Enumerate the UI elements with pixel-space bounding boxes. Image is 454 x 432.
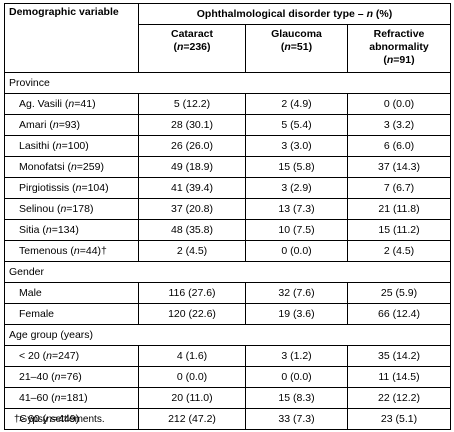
table-body: Province Ag. Vasili (n=41) 5 (12.2) 2 (4.9)… <box>4 72 451 430</box>
table-row: Lasithi (n=100) 26 (26.0) 3 (3.0) 6 (6.0) <box>4 135 451 157</box>
table-row: Female 120 (22.6) 19 (3.6) 66 (12.4) <box>4 303 451 325</box>
row-label: 41–60 (n=181) <box>4 387 139 409</box>
cell-value: 21 (11.8) <box>347 198 451 220</box>
cell-value: 0 (0.0) <box>138 366 246 388</box>
cell-value: 6 (6.0) <box>347 135 451 157</box>
cell-value: 66 (12.4) <box>347 303 451 325</box>
row-label: Selinou (n=178) <box>4 198 139 220</box>
cell-value: 10 (7.5) <box>245 219 348 241</box>
cell-value: 49 (18.9) <box>138 156 246 178</box>
row-label: Monofatsi (n=259) <box>4 156 139 178</box>
cell-value: 15 (5.8) <box>245 156 348 178</box>
section-header-row: Gender <box>4 261 451 283</box>
section-title: Gender <box>4 261 451 283</box>
table-row: Sitia (n=134) 48 (35.8) 10 (7.5) 15 (11.2) <box>4 219 451 241</box>
cell-value: 25 (5.9) <box>347 282 451 304</box>
table-row: Selinou (n=178) 37 (20.8) 13 (7.3) 21 (11.8… <box>4 198 451 220</box>
cell-value: 19 (3.6) <box>245 303 348 325</box>
cell-value: 15 (8.3) <box>245 387 348 409</box>
table-row: Monofatsi (n=259) 49 (18.9) 15 (5.8) 37 (14… <box>4 156 451 178</box>
cell-value: 15 (11.2) <box>347 219 451 241</box>
cell-value: 0 (0.0) <box>245 366 348 388</box>
row-label: 21–40 (n=76) <box>4 366 139 388</box>
cell-value: 0 (0.0) <box>245 240 348 262</box>
cell-value: 2 (4.9) <box>245 93 348 115</box>
cell-value: 35 (14.2) <box>347 345 451 367</box>
row-label: Sitia (n=134) <box>4 219 139 241</box>
row-label: Male <box>4 282 139 304</box>
cell-value: 120 (22.6) <box>138 303 246 325</box>
table-row: < 20 (n=247) 4 (1.6) 3 (1.2) 35 (14.2) <box>4 345 451 367</box>
cell-value: 37 (20.8) <box>138 198 246 220</box>
table-row: Temenous (n=44)† 2 (4.5) 0 (0.0) 2 (4.5) <box>4 240 451 262</box>
disorder-type-header: Ophthalmological disorder type – n (%) <box>138 3 451 25</box>
table-row: Pirgiotissis (n=104) 41 (39.4) 3 (2.9) 7 (6… <box>4 177 451 199</box>
column-header-3: Refractive abnormality (n=91) <box>347 24 451 73</box>
row-label: Female <box>4 303 139 325</box>
data-table-container: Demographic variable Ophthalmological di… <box>4 3 451 430</box>
cell-value: 5 (12.2) <box>138 93 246 115</box>
cell-value: 23 (5.1) <box>347 408 451 430</box>
column-header-row: Cataract (n=236) Glaucoma (n=51) Refractive … <box>5 24 451 73</box>
cell-value: 11 (14.5) <box>347 366 451 388</box>
row-label: Amari (n=93) <box>4 114 139 136</box>
table-row: > 60 (n=449) 212 (47.2) 33 (7.3) 23 (5.1) <box>4 408 451 430</box>
cell-value: 22 (12.2) <box>347 387 451 409</box>
row-label: < 20 (n=247) <box>4 345 139 367</box>
footnote: †Gypsy settlements. <box>14 414 105 425</box>
cell-value: 5 (5.4) <box>245 114 348 136</box>
table-row: Ag. Vasili (n=41) 5 (12.2) 2 (4.9) 0 (0.0) <box>4 93 451 115</box>
cell-value: 2 (4.5) <box>347 240 451 262</box>
row-label: Temenous (n=44)† <box>4 240 139 262</box>
section-title: Age group (years) <box>4 324 451 346</box>
row-label: Pirgiotissis (n=104) <box>4 177 139 199</box>
table-row: Male 116 (27.6) 32 (7.6) 25 (5.9) <box>4 282 451 304</box>
cell-value: 41 (39.4) <box>138 177 246 199</box>
cell-value: 48 (35.8) <box>138 219 246 241</box>
cell-value: 33 (7.3) <box>245 408 348 430</box>
cell-value: 32 (7.6) <box>245 282 348 304</box>
cell-value: 4 (1.6) <box>138 345 246 367</box>
row-label: Lasithi (n=100) <box>4 135 139 157</box>
cell-value: 7 (6.7) <box>347 177 451 199</box>
row-label: > 60 (n=449) <box>4 408 139 430</box>
cell-value: 3 (2.9) <box>245 177 348 199</box>
cell-value: 13 (7.3) <box>245 198 348 220</box>
cell-value: 3 (3.0) <box>245 135 348 157</box>
cell-value: 3 (1.2) <box>245 345 348 367</box>
column-header-1: Cataract (n=236) <box>138 24 246 73</box>
cell-value: 212 (47.2) <box>138 408 246 430</box>
section-title: Province <box>4 72 451 94</box>
section-header-row: Age group (years) <box>4 324 451 346</box>
row-label: Ag. Vasili (n=41) <box>4 93 139 115</box>
column-header-2: Glaucoma (n=51) <box>245 24 348 73</box>
cell-value: 2 (4.5) <box>138 240 246 262</box>
cell-value: 3 (3.2) <box>347 114 451 136</box>
cell-value: 26 (26.0) <box>138 135 246 157</box>
table-row: Amari (n=93) 28 (30.1) 5 (5.4) 3 (3.2) <box>4 114 451 136</box>
cell-value: 20 (11.0) <box>138 387 246 409</box>
cell-value: 28 (30.1) <box>138 114 246 136</box>
table-row: 41–60 (n=181) 20 (11.0) 15 (8.3) 22 (12.2) <box>4 387 451 409</box>
ophthalmological-disorder-table: Demographic variable Ophthalmological di… <box>4 3 451 430</box>
section-header-row: Province <box>4 72 451 94</box>
cell-value: 37 (14.3) <box>347 156 451 178</box>
cell-value: 116 (27.6) <box>138 282 246 304</box>
demographic-variable-header: Demographic variable <box>4 3 139 73</box>
cell-value: 0 (0.0) <box>347 93 451 115</box>
table-row: 21–40 (n=76) 0 (0.0) 0 (0.0) 11 (14.5) <box>4 366 451 388</box>
